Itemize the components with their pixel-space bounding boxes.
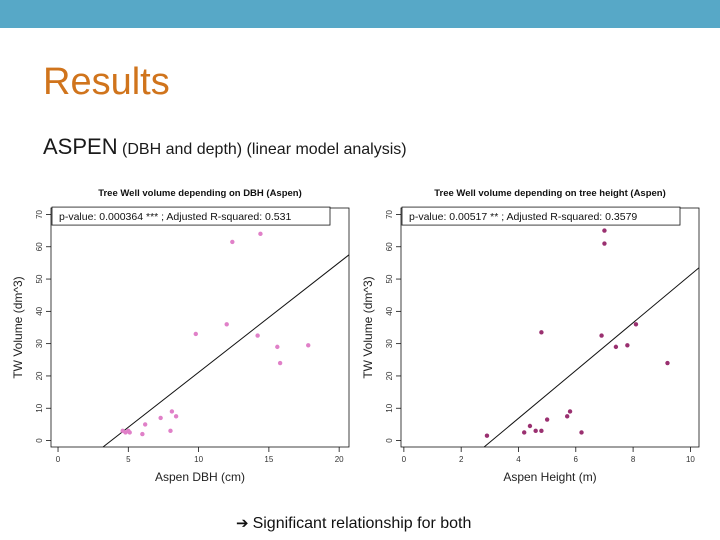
y-tick-label: 10 xyxy=(35,403,44,412)
subtitle-detail: (DBH and depth) (linear model analysis) xyxy=(122,141,407,158)
y-tick-label: 0 xyxy=(385,438,394,443)
dbh-scatter-chart: Tree Well volume depending on DBH (Aspen… xyxy=(11,188,350,484)
y-axis-label: TW Volume (dm^3) xyxy=(361,276,375,378)
y-tick-label: 50 xyxy=(35,274,44,283)
slide-subtitle: ASPEN (DBH and depth) (linear model anal… xyxy=(43,134,407,160)
x-axis-label: Aspen Height (m) xyxy=(503,470,596,484)
data-point xyxy=(533,428,538,434)
data-point xyxy=(224,322,229,327)
x-axis-label: Aspen DBH (cm) xyxy=(155,470,245,484)
x-tick-label: 8 xyxy=(631,455,636,464)
conclusion-text: Significant relationship for both xyxy=(252,515,472,532)
slide-title: Results xyxy=(43,61,170,103)
chart-title: Tree Well volume depending on DBH (Aspen… xyxy=(98,188,302,199)
x-tick-label: 4 xyxy=(516,455,521,464)
x-tick-label: 6 xyxy=(574,455,579,464)
data-point xyxy=(633,322,639,327)
regression-line xyxy=(102,254,349,447)
y-tick-label: 40 xyxy=(385,306,394,315)
x-tick-label: 15 xyxy=(264,455,273,464)
x-tick-label: 10 xyxy=(686,455,695,464)
data-point xyxy=(579,430,584,435)
x-tick-label: 0 xyxy=(402,455,407,464)
y-tick-label: 60 xyxy=(35,242,44,251)
y-tick-label: 20 xyxy=(385,371,394,380)
stats-annotation-box xyxy=(51,206,331,226)
data-point xyxy=(567,409,573,414)
data-point xyxy=(140,431,145,437)
data-point xyxy=(127,430,132,435)
x-tick-label: 5 xyxy=(126,455,131,464)
stats-annotation: p-value: 0.00517 ** ; Adjusted R-squared… xyxy=(409,211,637,223)
data-point xyxy=(602,228,607,233)
data-point xyxy=(665,360,670,366)
y-tick-label: 30 xyxy=(35,339,44,348)
y-tick-label: 20 xyxy=(35,371,44,380)
chart-title: Tree Well volume depending on tree heigh… xyxy=(434,188,666,199)
x-tick-label: 2 xyxy=(459,455,464,464)
data-point xyxy=(230,239,235,245)
y-tick-label: 40 xyxy=(35,306,44,315)
plot-frame xyxy=(400,207,700,448)
data-point xyxy=(169,409,175,414)
conclusion-note: ➔ Significant relationship for both xyxy=(236,514,471,533)
data-point xyxy=(564,414,570,419)
regression-line xyxy=(483,267,699,447)
data-point xyxy=(599,333,604,338)
right-arrow-icon: ➔ xyxy=(236,514,249,532)
height-scatter-chart: Tree Well volume depending on tree heigh… xyxy=(361,188,700,484)
data-point xyxy=(168,428,173,434)
y-axis-label: TW Volume (dm^3) xyxy=(11,276,25,378)
top-accent-bar xyxy=(0,0,720,28)
data-point xyxy=(277,360,283,366)
data-point xyxy=(613,344,619,350)
data-point xyxy=(484,433,490,438)
stats-annotation: p-value: 0.000364 *** ; Adjusted R-squar… xyxy=(59,211,291,223)
y-tick-label: 50 xyxy=(385,274,394,283)
y-tick-label: 60 xyxy=(385,242,394,251)
data-point xyxy=(602,241,607,246)
y-tick-label: 10 xyxy=(385,403,394,412)
data-point xyxy=(544,417,550,422)
data-point xyxy=(193,331,198,337)
x-tick-label: 0 xyxy=(56,455,61,464)
data-point xyxy=(522,430,527,435)
subtitle-main: ASPEN xyxy=(43,134,118,159)
data-point xyxy=(539,330,544,335)
y-tick-label: 30 xyxy=(385,339,394,348)
x-tick-label: 10 xyxy=(194,455,203,464)
data-point xyxy=(275,344,280,350)
y-tick-label: 70 xyxy=(385,209,394,218)
y-tick-label: 70 xyxy=(35,209,44,218)
y-tick-label: 0 xyxy=(35,438,44,443)
x-tick-label: 20 xyxy=(335,455,344,464)
data-point xyxy=(258,231,263,237)
data-point xyxy=(539,428,544,434)
data-point xyxy=(625,343,630,348)
plot-frame xyxy=(50,207,350,448)
data-point xyxy=(306,343,311,348)
data-point xyxy=(142,422,148,427)
data-point xyxy=(158,415,163,421)
stats-annotation-box xyxy=(401,206,681,226)
data-point xyxy=(255,333,260,338)
data-point xyxy=(173,414,179,419)
data-point xyxy=(527,423,533,429)
